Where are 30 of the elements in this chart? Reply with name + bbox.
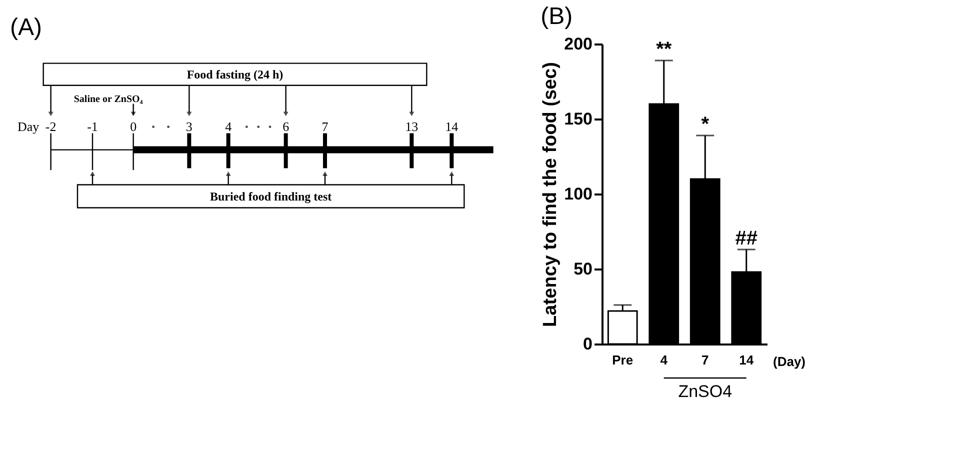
text: 7	[322, 118, 329, 134]
text: Saline or ZnSO₄	[74, 94, 143, 106]
annotation: *	[701, 114, 710, 136]
x-tick-label: 4	[660, 352, 668, 368]
x-tick-label: 7	[702, 352, 709, 368]
y-tick-label: 100	[564, 184, 592, 204]
text: Buried food finding test	[210, 190, 332, 204]
text: 3	[186, 118, 192, 134]
y-tick-label: 0	[583, 334, 592, 354]
x-tick-label: 14	[739, 352, 754, 368]
y-tick-label: 150	[564, 110, 592, 128]
text: -2	[45, 118, 56, 134]
y-tick-label: 50	[574, 260, 592, 278]
chart-title: (B)	[540, 3, 573, 30]
text: 14	[445, 118, 459, 134]
annotation: ##	[735, 228, 758, 250]
text: Day	[17, 118, 40, 134]
text: 13	[405, 118, 418, 134]
y-axis-title: Latency to find the food (sec)	[540, 62, 562, 327]
x-tick-label: Pre	[612, 352, 634, 368]
text: 6	[282, 118, 290, 134]
text: Food fasting (24 h)	[186, 67, 284, 82]
text: 4	[225, 118, 232, 134]
text: -1	[87, 118, 98, 134]
text: (A)	[10, 14, 42, 41]
annotation: **	[656, 38, 672, 60]
text: ZnSO4	[678, 382, 732, 401]
text: 0	[130, 118, 137, 134]
text: (Day)	[773, 354, 806, 369]
y-tick-label: 200	[564, 34, 592, 54]
